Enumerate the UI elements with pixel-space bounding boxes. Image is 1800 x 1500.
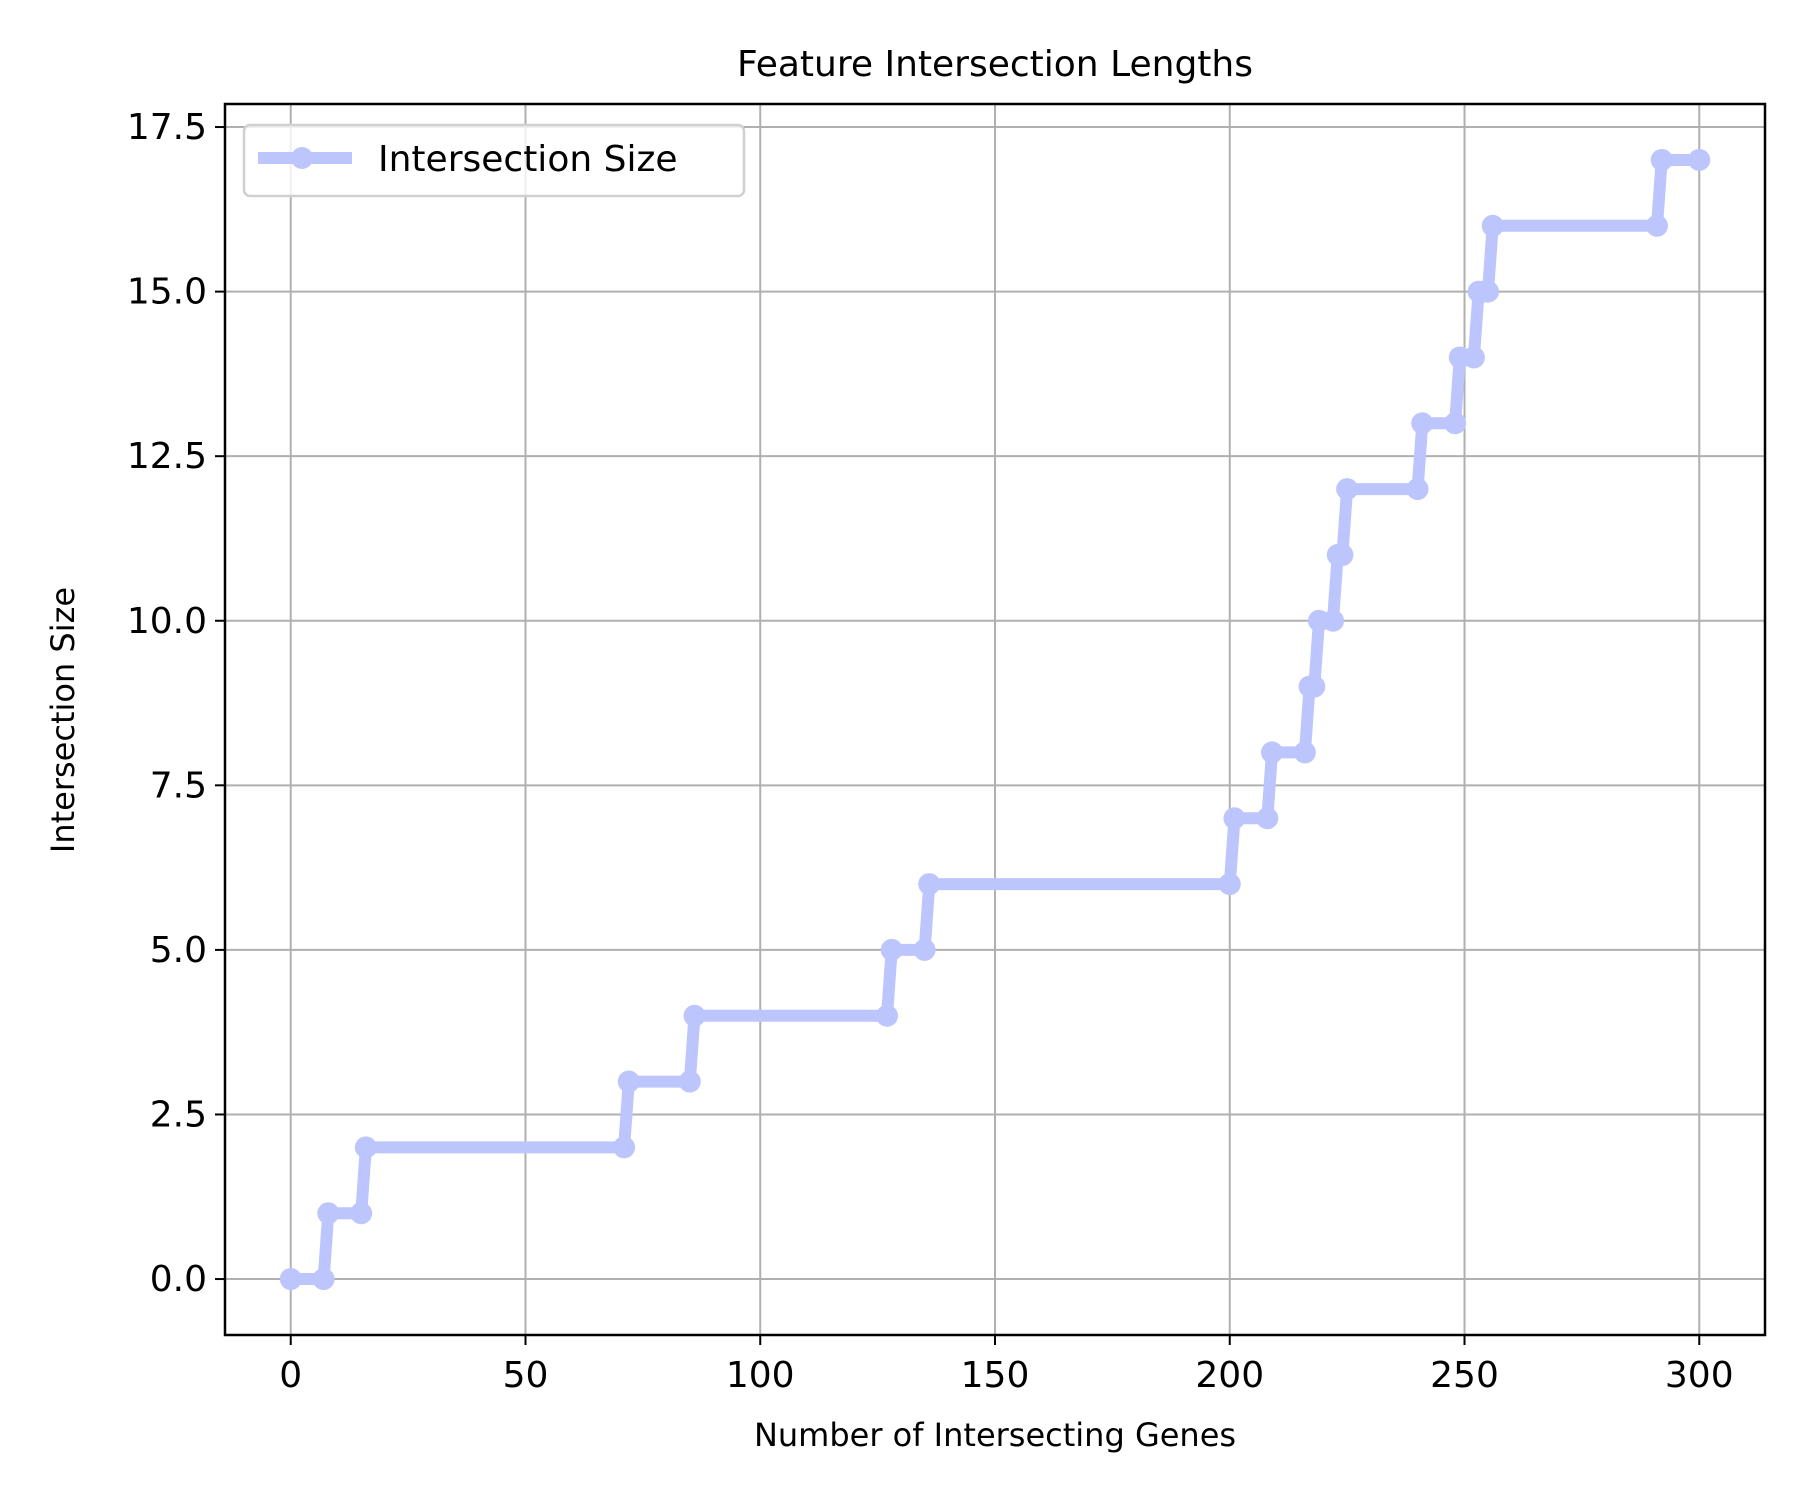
legend: Intersection Size (242, 123, 746, 198)
series-layer (279, 148, 1711, 1291)
data-point (1688, 148, 1711, 171)
grid-layer (225, 104, 1765, 1335)
data-point (617, 1070, 640, 1093)
y-tick-label: 17.5 (127, 107, 207, 148)
y-tick-label: 5.0 (150, 930, 207, 971)
x-axis-label: Number of Intersecting Genes (754, 1416, 1236, 1454)
data-point (1322, 609, 1345, 632)
legend-label: Intersection Size (378, 139, 678, 180)
data-point (1444, 412, 1467, 435)
data-point (1476, 280, 1499, 303)
x-tick-label: 50 (503, 1355, 549, 1396)
data-point (1481, 214, 1504, 237)
data-point (350, 1202, 373, 1225)
data-point (1462, 346, 1485, 369)
data-point (1336, 478, 1359, 501)
data-point (1650, 148, 1673, 171)
y-tick-label: 15.0 (127, 272, 207, 313)
legend-marker-swatch (291, 147, 313, 169)
data-point (1411, 412, 1434, 435)
data-point (1331, 543, 1354, 566)
data-point (613, 1136, 636, 1159)
y-tick-label: 2.5 (150, 1094, 207, 1135)
x-tick-label: 150 (961, 1355, 1030, 1396)
data-point (1303, 675, 1326, 698)
data-point (1261, 741, 1284, 764)
data-point (913, 938, 936, 961)
data-point (876, 1004, 899, 1027)
x-tick-label: 300 (1665, 1355, 1734, 1396)
y-tick-label: 10.0 (127, 601, 207, 642)
data-point (317, 1202, 340, 1225)
y-tick-label: 7.5 (150, 765, 207, 806)
data-point (1218, 873, 1241, 896)
legend-box (242, 123, 746, 198)
y-axis-label: Intersection Size (44, 587, 82, 853)
x-tick-label: 0 (279, 1355, 302, 1396)
data-point (1406, 478, 1429, 501)
data-point (1646, 214, 1669, 237)
y-tick-label: 0.0 (150, 1259, 207, 1300)
x-tick-label: 200 (1195, 1355, 1264, 1396)
y-tick-label: 12.5 (127, 436, 207, 477)
data-point (1293, 741, 1316, 764)
data-point (1256, 807, 1279, 830)
data-point (918, 873, 941, 896)
data-point (279, 1268, 302, 1291)
x-tick-label: 100 (726, 1355, 795, 1396)
data-point (312, 1268, 335, 1291)
tick-layer: 0 50 100 150 200 250 300 0.0 2.5 5.0 7.5 10.0 12.5 15… (127, 107, 1734, 1396)
x-tick-label: 250 (1430, 1355, 1499, 1396)
data-point (1223, 807, 1246, 830)
data-point (880, 938, 903, 961)
chart-title: Feature Intersection Lengths (737, 44, 1253, 85)
data-point (683, 1004, 706, 1027)
data-point (678, 1070, 701, 1093)
data-point (354, 1136, 377, 1159)
